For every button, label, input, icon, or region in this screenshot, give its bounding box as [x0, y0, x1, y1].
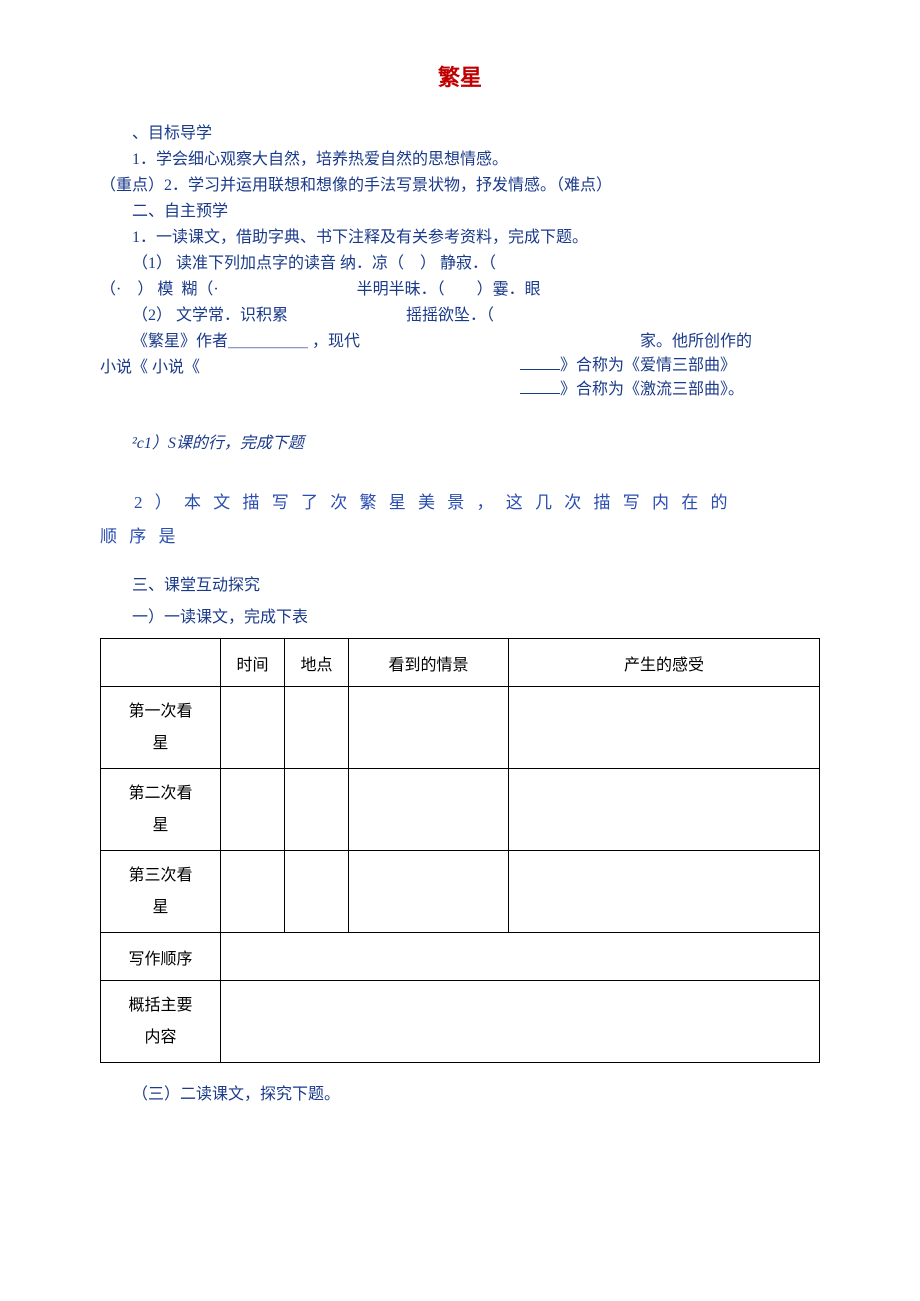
- sec2-right-block: 家。他所创作的 》合称为《爱情三部曲》 》合称为《激流三部曲》。: [520, 330, 820, 402]
- sec2-p4: （2） 文学常．识积累: [132, 307, 288, 324]
- table-header-row: 时间 地点 看到的情景 产生的感受: [101, 639, 820, 687]
- sec2-p4-row: （2） 文学常．识积累 摇摇欲坠．（: [100, 304, 820, 328]
- sec2-p4-right: 摇摇欲坠．（: [406, 307, 494, 324]
- table-cell[interactable]: [349, 687, 509, 769]
- sec1-p2-left: （重点）: [100, 177, 164, 194]
- table-row: 概括主要内容: [101, 981, 820, 1063]
- blank-fill[interactable]: [520, 378, 560, 394]
- section-3: 三、课堂互动探究 一）一读课文，完成下表: [100, 574, 820, 630]
- sec1-heading: 、目标导学: [100, 122, 820, 146]
- sec2-right2-text: 》合称为《爱情三部曲》: [560, 357, 736, 374]
- blue-line1: 2 ） 本 文 描 写 了 次 繁 星 美 景 ， 这 几 次 描 写 内 在 …: [100, 486, 820, 520]
- row-label: 第一次看星: [101, 687, 221, 769]
- sec2-p1: 1．一读课文，借助字典、书下注释及有关参考资料，完成下题。: [100, 226, 820, 250]
- sec3-tail: （三）二读课文，探究下题。: [100, 1083, 820, 1107]
- table-row: 写作顺序: [101, 933, 820, 981]
- table-header-time: 时间: [221, 639, 285, 687]
- blank-fill[interactable]: [520, 354, 560, 370]
- table-cell[interactable]: [221, 687, 285, 769]
- sec2-right1-text: 家。他所创作的: [640, 333, 752, 350]
- table-cell[interactable]: [221, 933, 820, 981]
- section-2: 二、自主预学 1．一读课文，借助字典、书下注释及有关参考资料，完成下题。 （1）…: [100, 200, 820, 402]
- sec2-p3-left: （· ） 模 糊（·: [100, 281, 219, 298]
- table-cell[interactable]: [221, 851, 285, 933]
- row-label: 写作顺序: [101, 933, 221, 981]
- table-cell[interactable]: [509, 851, 820, 933]
- table-cell[interactable]: [285, 769, 349, 851]
- row-label: 第三次看星: [101, 851, 221, 933]
- table-header-place: 地点: [285, 639, 349, 687]
- table-row: 第二次看星: [101, 769, 820, 851]
- sec3-heading: 三、课堂互动探究: [100, 574, 820, 598]
- table-cell[interactable]: [509, 687, 820, 769]
- sec1-p2: （重点）2．学习并运用联想和想像的手法写景状物，抒发情感。（难点）: [100, 174, 820, 198]
- sec1-p1: 1．学会细心观察大自然，培养热爱自然的思想情感。: [100, 148, 820, 172]
- blue-paragraph: 2 ） 本 文 描 写 了 次 繁 星 美 景 ， 这 几 次 描 写 内 在 …: [100, 486, 820, 554]
- table-cell[interactable]: [221, 981, 820, 1063]
- table-header-blank: [101, 639, 221, 687]
- row-label: 概括主要内容: [101, 981, 221, 1063]
- sec2-p3: （· ） 模 糊（· 半明半昧．（ ）霎．眼: [100, 278, 820, 302]
- row-label: 第二次看星: [101, 769, 221, 851]
- table-cell[interactable]: [285, 851, 349, 933]
- blue-line2: 顺 序 是: [134, 520, 820, 554]
- table-cell[interactable]: [509, 769, 820, 851]
- sec2-right1: 家。他所创作的: [520, 330, 820, 354]
- worksheet-table: 时间 地点 看到的情景 产生的感受 第一次看星 第二次看星 第三次看星 写作顺序…: [100, 638, 820, 1063]
- sec2-right3-text: 》合称为《激流三部曲》。: [560, 381, 744, 398]
- section-1: 、目标导学 1．学会细心观察大自然，培养热爱自然的思想情感。 （重点）2．学习并…: [100, 122, 820, 198]
- italic-line: ²c1）S课的行，完成下题: [100, 432, 820, 456]
- table-header-feel: 产生的感受: [509, 639, 820, 687]
- table-row: 第三次看星: [101, 851, 820, 933]
- page-title: 繁星: [100, 60, 820, 92]
- table-cell[interactable]: [349, 851, 509, 933]
- sec1-p2-right: 2．学习并运用联想和想像的手法写景状物，抒发情感。（难点）: [164, 177, 612, 194]
- table-cell[interactable]: [221, 769, 285, 851]
- sec2-p3-right: 半明半昧．（ ）霎．眼: [357, 281, 541, 298]
- sec2-right2: 》合称为《爱情三部曲》: [520, 354, 820, 378]
- sec2-heading: 二、自主预学: [100, 200, 820, 224]
- table-header-scene: 看到的情景: [349, 639, 509, 687]
- sec3-sub: 一）一读课文，完成下表: [100, 606, 820, 630]
- table-cell[interactable]: [285, 687, 349, 769]
- sec2-right3: 》合称为《激流三部曲》。: [520, 378, 820, 402]
- sec2-p2: （1） 读准下列加点字的读音 纳．凉（ ） 静寂．（: [100, 252, 820, 276]
- table-cell[interactable]: [349, 769, 509, 851]
- table-row: 第一次看星: [101, 687, 820, 769]
